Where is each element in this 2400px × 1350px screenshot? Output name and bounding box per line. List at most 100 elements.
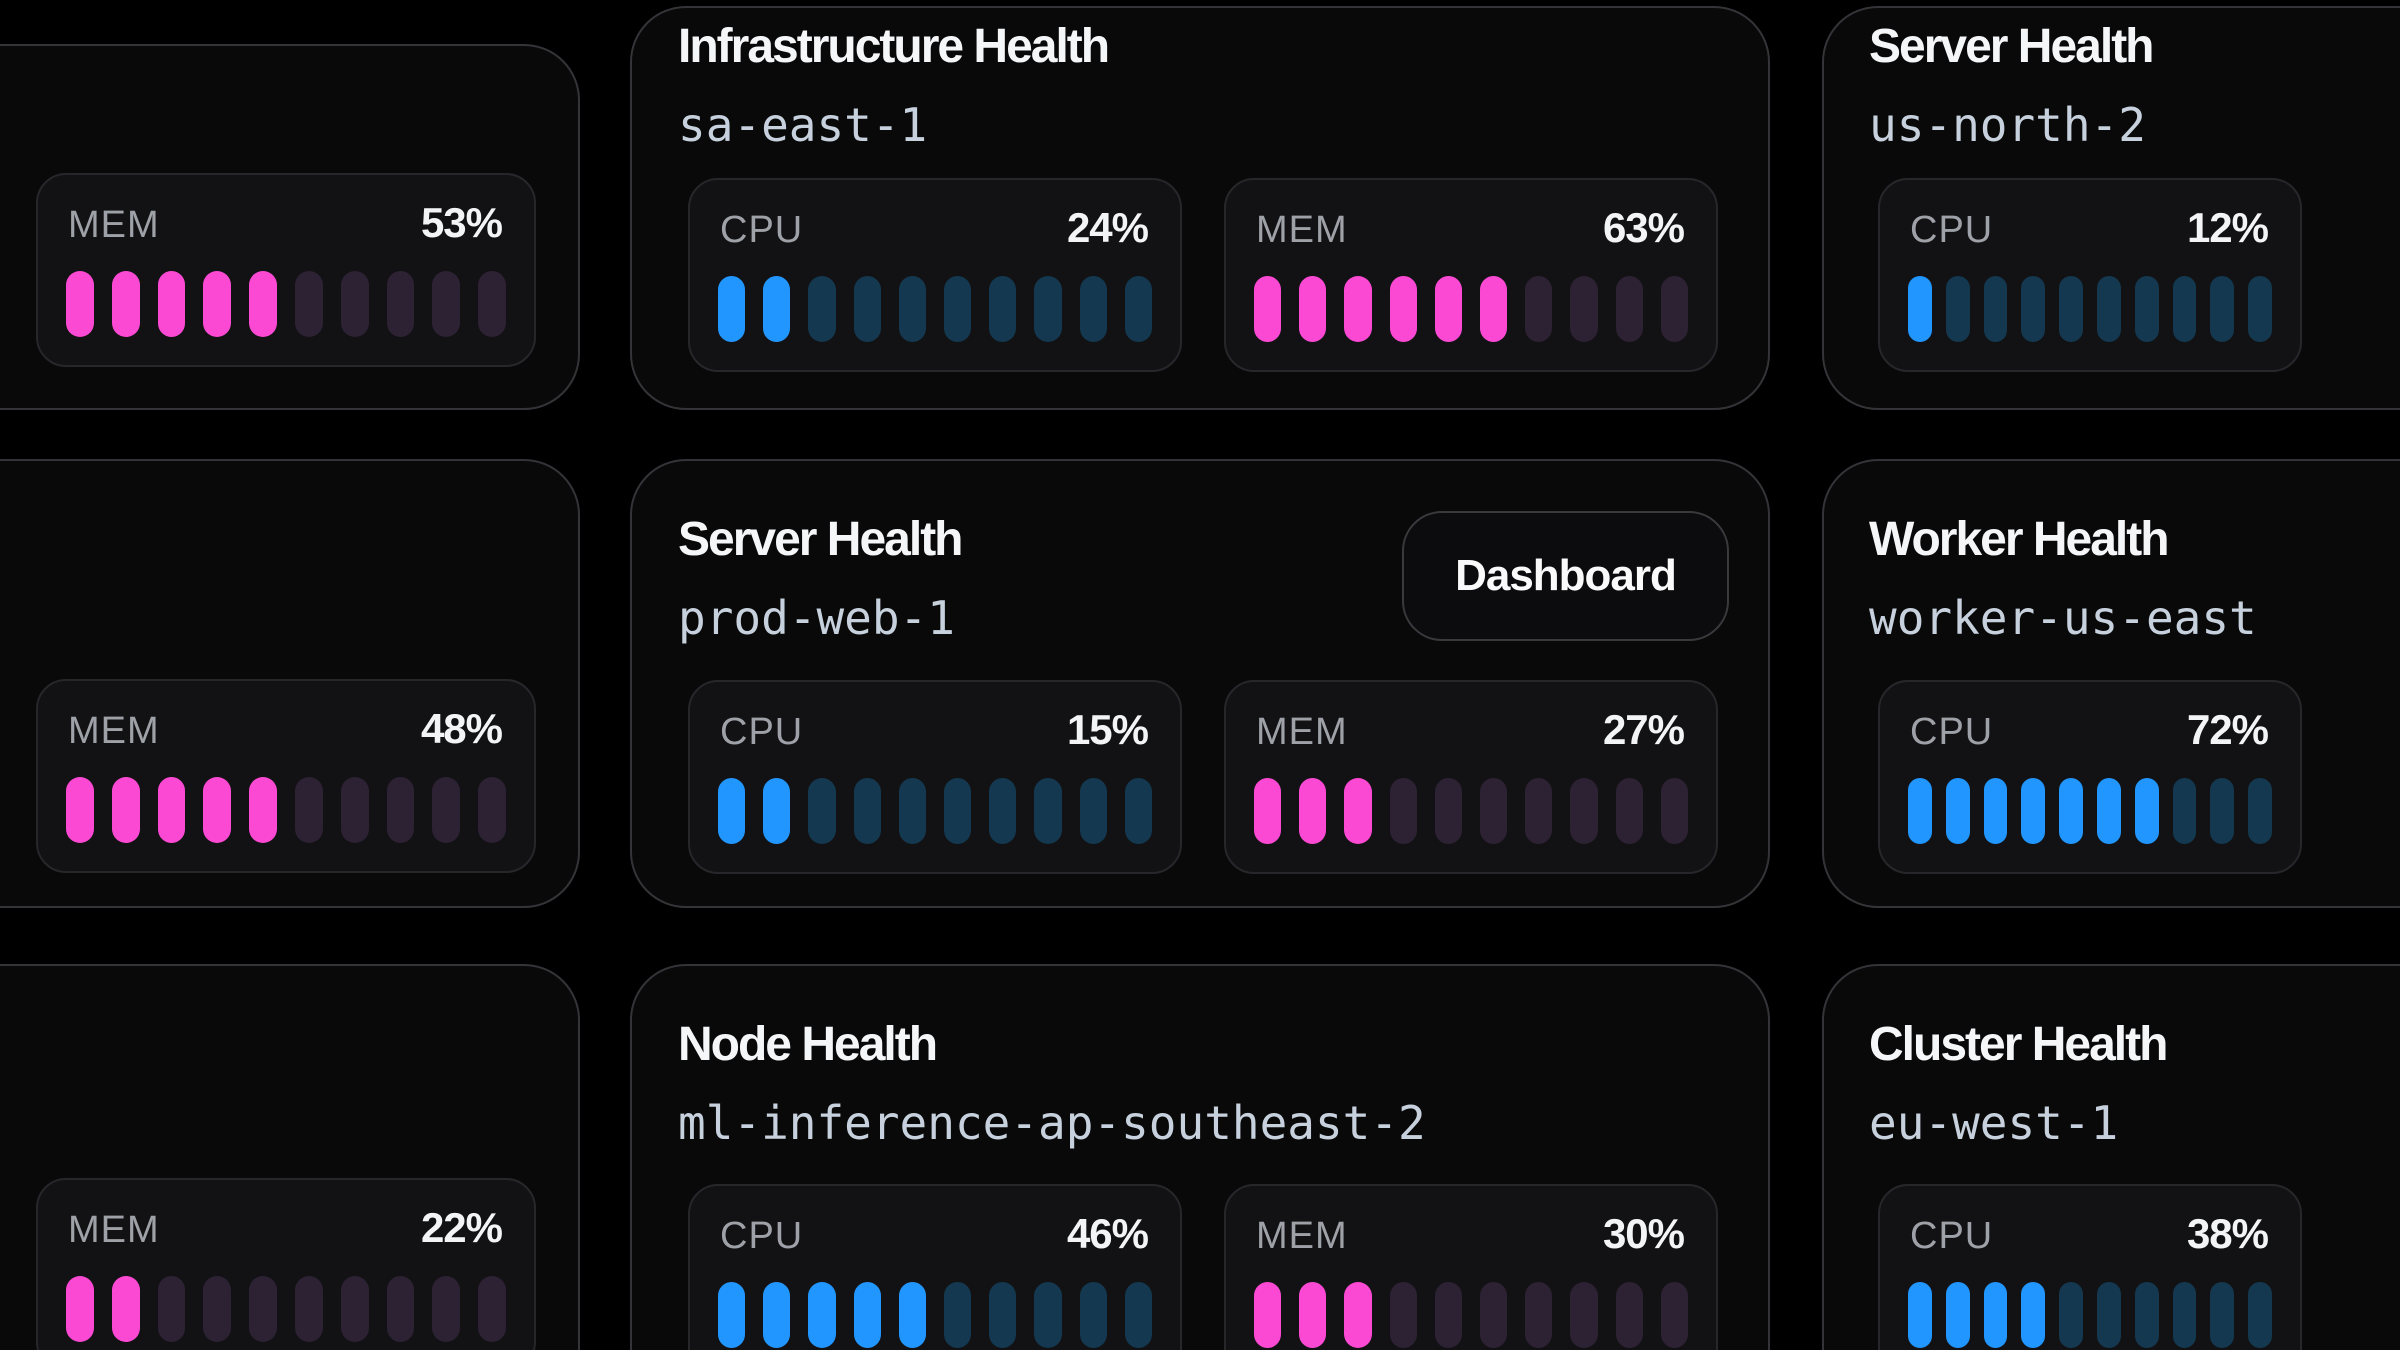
meter-pill <box>340 271 369 337</box>
meter-pill <box>2248 276 2272 342</box>
card-region: sa-east-1 <box>678 98 928 152</box>
meter-pills <box>1254 1282 1689 1348</box>
meter-mem: MEM 30% <box>1224 1184 1718 1350</box>
meter-pill <box>203 271 232 337</box>
meter-pill <box>1034 1282 1062 1348</box>
health-card-c1[interactable]: Server Health us-north-2 CPU 12% <box>1822 6 2400 410</box>
meter-label: CPU <box>720 711 804 753</box>
dashboard-button[interactable]: Dashboard <box>1402 511 1729 641</box>
meter-pills <box>66 1276 506 1342</box>
card-header: Worker Health worker-us-east <box>1869 513 2257 643</box>
meter-pill <box>2096 1282 2121 1348</box>
meter-pill <box>944 1282 972 1348</box>
meter-pill <box>1434 1282 1463 1348</box>
meter-pill <box>1908 276 1932 342</box>
meter-pill <box>2248 1282 2272 1348</box>
meter-pill <box>1344 778 1372 844</box>
meter-label: MEM <box>1256 209 1348 251</box>
meter-mem: MEM 48% <box>36 679 536 873</box>
meter-value: 38% <box>2186 1210 2269 1257</box>
health-card-b1[interactable]: Infrastructure Health sa-east-1 CPU 24% … <box>630 6 1770 410</box>
meter-pill <box>478 1276 506 1342</box>
meter-pill <box>66 777 94 843</box>
meter-pill <box>1570 1282 1598 1348</box>
meter-pill <box>2021 1282 2046 1348</box>
meter-pill <box>2172 778 2197 844</box>
meter-pill <box>249 777 277 843</box>
meter-value: 15% <box>1066 706 1149 753</box>
meter-pill <box>853 1282 881 1348</box>
meter-pill <box>2134 778 2159 844</box>
meter-top-row: MEM 22% <box>68 1204 503 1252</box>
meter-pill <box>853 778 881 844</box>
meter-pill <box>1525 1282 1553 1348</box>
card-region: worker-us-east <box>1869 591 2257 645</box>
meter-pill <box>1344 276 1372 342</box>
meter-group: CPU 24% MEM 63% <box>688 178 1718 372</box>
meter-pill <box>1983 1282 2008 1348</box>
meter-pill <box>1034 276 1062 342</box>
health-card-a1[interactable]: MEM 53% <box>0 44 580 410</box>
card-header: Cluster Health eu-west-1 <box>1869 1018 2168 1148</box>
meter-pill <box>2248 778 2272 844</box>
health-card-a3[interactable]: MEM 22% <box>0 964 580 1350</box>
meter-pills <box>1254 778 1689 844</box>
meter-pill <box>2021 276 2046 342</box>
meter-pill <box>478 777 506 843</box>
meter-label: MEM <box>68 204 160 246</box>
meter-pills <box>66 777 506 843</box>
meter-value: 46% <box>1066 1210 1149 1257</box>
meter-pill <box>1945 1282 1970 1348</box>
meter-group: CPU 12% <box>1878 178 2302 372</box>
meter-pill <box>944 778 972 844</box>
meter-value: 72% <box>2186 706 2269 753</box>
meter-label: CPU <box>720 1215 804 1257</box>
meter-top-row: CPU 12% <box>1910 204 2269 252</box>
meter-pill <box>1034 778 1062 844</box>
meter-pill <box>853 276 881 342</box>
meter-pill <box>1660 276 1689 342</box>
meter-group: MEM 22% <box>36 1178 536 1350</box>
health-card-c2[interactable]: Worker Health worker-us-east CPU 72% <box>1822 459 2400 908</box>
meter-pill <box>1344 1282 1372 1348</box>
meter-pill <box>249 271 277 337</box>
meter-label: MEM <box>1256 1215 1348 1257</box>
meter-group: MEM 48% <box>36 679 536 873</box>
health-card-b3[interactable]: Node Health ml-inference-ap-southeast-2 … <box>630 964 1770 1350</box>
meter-mem: MEM 53% <box>36 173 536 367</box>
meter-pill <box>1434 778 1463 844</box>
meter-pill <box>386 777 415 843</box>
meter-group: CPU 46% MEM 30% <box>688 1184 1718 1350</box>
health-card-a2[interactable]: MEM 48% <box>0 459 580 908</box>
meter-label: CPU <box>720 209 804 251</box>
meter-pill <box>1615 1282 1643 1348</box>
card-region: prod-web-1 <box>678 591 955 645</box>
meter-value: 63% <box>1602 204 1685 251</box>
meter-pill <box>763 276 791 342</box>
health-card-c3[interactable]: Cluster Health eu-west-1 CPU 38% <box>1822 964 2400 1350</box>
meter-pill <box>340 1276 369 1342</box>
meter-pill <box>1079 1282 1107 1348</box>
dashboard-button-label: Dashboard <box>1455 551 1677 600</box>
meter-pill <box>432 271 461 337</box>
meter-value: 30% <box>1602 1210 1685 1257</box>
meter-cpu: CPU 24% <box>688 178 1182 372</box>
card-header: Server Health prod-web-1 <box>678 513 963 645</box>
meter-group: CPU 15% MEM 27% <box>688 680 1718 874</box>
meter-pill <box>1299 1282 1327 1348</box>
meter-pill <box>294 271 323 337</box>
meter-label: MEM <box>68 1209 160 1251</box>
meter-pill <box>989 1282 1017 1348</box>
meter-cpu: CPU 12% <box>1878 178 2302 372</box>
health-card-b2[interactable]: Server Health prod-web-1 Dashboard CPU 1… <box>630 459 1770 908</box>
meter-pill <box>111 271 140 337</box>
meter-mem: MEM 27% <box>1224 680 1718 874</box>
meter-pill <box>989 276 1017 342</box>
meter-pill <box>2134 276 2159 342</box>
meter-pill <box>432 777 461 843</box>
meter-pill <box>1983 276 2008 342</box>
meter-pill <box>2096 276 2121 342</box>
card-header: Server Health us-north-2 <box>1869 20 2154 150</box>
meter-pills <box>718 276 1153 342</box>
meter-pill <box>1480 1282 1508 1348</box>
